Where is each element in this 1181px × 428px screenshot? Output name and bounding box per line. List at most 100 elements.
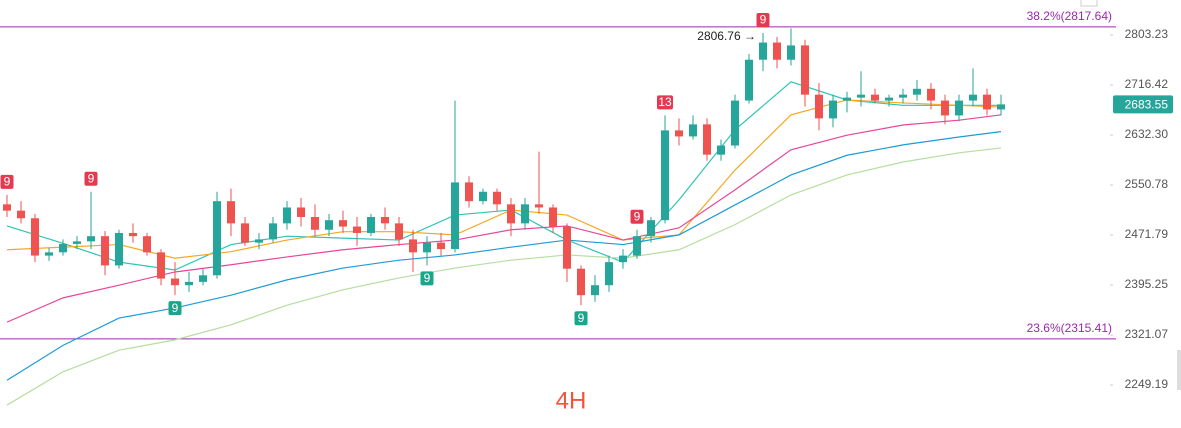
candle-body <box>745 59 753 101</box>
td-marker-label: 9 <box>760 13 767 27</box>
candle-body <box>773 42 781 60</box>
td-marker <box>630 209 644 224</box>
candle-body <box>801 45 809 95</box>
td-marker <box>0 174 14 189</box>
candle-body <box>297 207 305 217</box>
candle-body <box>451 182 459 250</box>
candle-body <box>157 252 165 279</box>
td-marker <box>420 271 434 286</box>
candle-body <box>871 94 879 101</box>
candle-body <box>661 130 669 221</box>
candle-body <box>731 100 739 146</box>
candle-body <box>129 232 137 237</box>
y-tick-label: 2716.42 <box>1125 77 1169 91</box>
candle-body <box>521 204 529 224</box>
candle-body <box>997 104 1005 110</box>
td-marker-label: 9 <box>634 209 641 223</box>
y-tick-label: 2321.07 <box>1125 327 1169 341</box>
candle-body <box>3 204 11 211</box>
candle-body <box>73 241 81 244</box>
candle-body <box>45 252 53 256</box>
y-tick-label: 2803.23 <box>1125 27 1169 41</box>
candle-body <box>759 42 767 60</box>
fib-label: 38.2%(2817.64) <box>1027 9 1112 23</box>
td-marker <box>84 171 98 186</box>
candle-body <box>213 201 221 276</box>
candle-body <box>619 255 627 263</box>
candle-body <box>591 285 599 296</box>
fib-label: 23.6%(2315.41) <box>1027 321 1112 335</box>
candle-body <box>717 145 725 155</box>
candle-body <box>269 223 277 240</box>
candle-body <box>549 207 557 227</box>
td-marker <box>756 13 770 28</box>
candle-body <box>479 191 487 202</box>
y-tick-label: 2249.19 <box>1125 377 1169 391</box>
candle-body <box>829 100 837 119</box>
candle-body <box>381 216 389 224</box>
candle-body <box>241 223 249 243</box>
candle-body <box>283 207 291 224</box>
timeframe-label: 4H <box>556 387 587 414</box>
candle-body <box>815 94 823 119</box>
candle-body <box>311 216 319 230</box>
td-marker-label: 9 <box>88 171 95 185</box>
candle-body <box>409 239 417 253</box>
candle-body <box>577 268 585 296</box>
corner-box <box>1080 0 1098 7</box>
candle-body <box>395 223 403 240</box>
candle-body <box>423 242 431 253</box>
td-marker-label: 9 <box>424 271 431 285</box>
candle-body <box>703 124 711 155</box>
candle-body <box>87 236 95 242</box>
candle-body <box>885 97 893 101</box>
last-price-badge <box>1113 95 1173 114</box>
candle-body <box>647 220 655 237</box>
candle-body <box>101 236 109 266</box>
candle-body <box>185 281 193 286</box>
td-marker-label: 9 <box>4 175 11 189</box>
candle-body <box>535 204 543 208</box>
candle-body <box>927 88 935 101</box>
candle-body <box>913 88 921 95</box>
candle-body <box>899 94 907 98</box>
candle-body <box>199 275 207 282</box>
candle-body <box>857 94 865 98</box>
td-marker-label: 9 <box>172 301 179 315</box>
y-tick-label: 2395.25 <box>1125 277 1169 291</box>
candle-body <box>367 216 375 233</box>
candle-body <box>493 191 501 205</box>
y-tick-label: 2632.30 <box>1125 127 1169 141</box>
candle-body <box>227 201 235 224</box>
candle-body <box>941 100 949 116</box>
candle-body <box>171 278 179 286</box>
candle-body <box>255 239 263 243</box>
td-marker <box>574 311 588 326</box>
candle-body <box>787 45 795 60</box>
td-marker <box>657 95 673 110</box>
candle-body <box>843 97 851 101</box>
candle-body <box>605 262 613 286</box>
candle-body <box>983 94 991 110</box>
candle-body <box>59 243 67 253</box>
candle-body <box>507 204 515 224</box>
td-marker-label: 13 <box>658 95 672 109</box>
max-price-label: 2806.76 → <box>697 29 756 43</box>
candle-body <box>17 210 25 219</box>
candle-body <box>325 220 333 230</box>
td-marker-label: 9 <box>578 311 585 325</box>
candle-body <box>675 130 683 137</box>
candle-body <box>563 226 571 269</box>
candle-body <box>143 236 151 253</box>
candle-body <box>339 220 347 227</box>
candle-body <box>31 218 39 256</box>
candle-body <box>465 182 473 202</box>
y-tick-label: 2471.79 <box>1125 227 1169 241</box>
candle-body <box>115 232 123 266</box>
last-price-label: 2683.55 <box>1125 98 1169 112</box>
candle-body <box>969 94 977 101</box>
candle-body <box>689 124 697 137</box>
candle-body <box>633 236 641 256</box>
